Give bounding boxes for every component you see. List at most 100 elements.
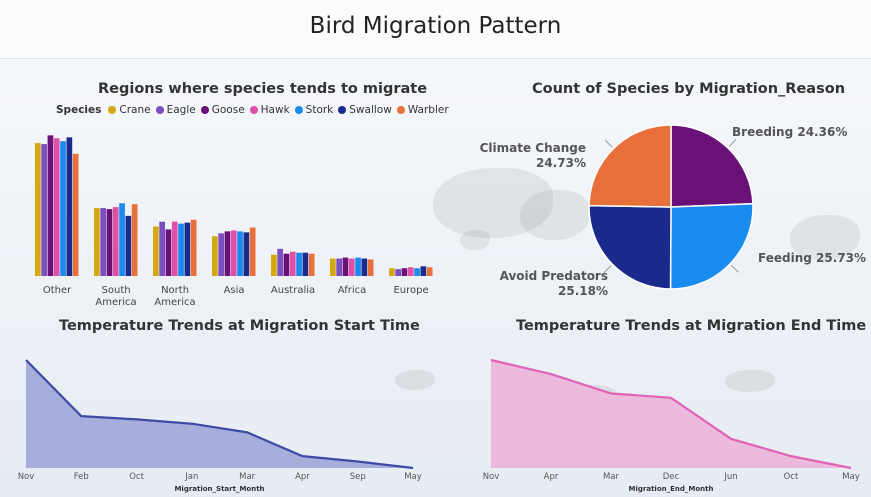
- bar-swallow-5[interactable]: [361, 258, 368, 276]
- bar-hawk-6[interactable]: [407, 267, 414, 276]
- bar-hawk-5[interactable]: [348, 258, 355, 276]
- bar-stork-6[interactable]: [414, 268, 420, 276]
- bar-goose-0[interactable]: [47, 135, 54, 276]
- legend-swatch: [294, 106, 303, 114]
- area-chart-end: Nov Apr Mar Dec Jun Oct May Migration_End_Month: [483, 358, 860, 493]
- bar-stork-1[interactable]: [119, 203, 125, 276]
- legend-swatch: [200, 106, 209, 114]
- pie-leader-line: [728, 138, 737, 147]
- bar-swallow-0[interactable]: [66, 137, 73, 276]
- bar-chart-legend: Species Crane Eagle Goose Hawk Stork Swallow W…: [56, 104, 449, 116]
- area-x-tick: Jan: [184, 472, 198, 482]
- bar-goose-1[interactable]: [106, 209, 113, 276]
- bar-stork-5[interactable]: [355, 257, 361, 276]
- bar-crane-4[interactable]: [271, 254, 277, 276]
- bar-eagle-5[interactable]: [336, 258, 342, 276]
- bar-hawk-0[interactable]: [53, 138, 60, 276]
- area-line[interactable]: [25, 359, 414, 470]
- legend-item-swallow[interactable]: Swallow: [338, 104, 392, 116]
- area-x-axis-title: Migration_Start_Month: [174, 485, 264, 493]
- bar-warbler-4[interactable]: [308, 253, 315, 276]
- bar-hawk-4[interactable]: [289, 251, 296, 276]
- legend-swatch: [249, 106, 258, 114]
- bar-crane-2[interactable]: [153, 226, 159, 276]
- bar-eagle-1[interactable]: [100, 208, 106, 276]
- legend-item-warbler[interactable]: Warbler: [396, 104, 449, 116]
- pie-label: Climate Change: [480, 141, 586, 155]
- dashboard-header: Bird Migration Pattern: [0, 0, 871, 59]
- bar-crane-1[interactable]: [94, 208, 100, 276]
- bar-eagle-2[interactable]: [159, 221, 165, 276]
- bar-swallow-1[interactable]: [125, 215, 132, 276]
- background-bird: [790, 215, 860, 260]
- bar-swallow-6[interactable]: [420, 266, 427, 276]
- bar-crane-6[interactable]: [389, 268, 395, 276]
- bar-eagle-4[interactable]: [277, 248, 283, 276]
- bar-hawk-3[interactable]: [230, 230, 237, 276]
- area-x-tick: May: [842, 472, 860, 482]
- area-x-tick: Dec: [663, 472, 680, 482]
- bar-goose-6[interactable]: [401, 268, 408, 276]
- bar-goose-2[interactable]: [165, 229, 172, 276]
- area-x-tick: Mar: [239, 472, 256, 482]
- area-x-tick: Oct: [784, 472, 799, 482]
- bar-swallow-4[interactable]: [302, 252, 309, 276]
- pie-chart-title: Count of Species by Migration_Reason: [532, 81, 846, 97]
- bar-stork-0[interactable]: [60, 141, 66, 276]
- legend-item-hawk[interactable]: Hawk: [249, 104, 290, 116]
- legend-label: Eagle: [166, 104, 196, 116]
- bar-category-label: America: [154, 297, 195, 305]
- pie-slice-avoid-predators[interactable]: [588, 204, 672, 290]
- legend-swatch: [338, 106, 347, 114]
- pie-leader-line: [731, 265, 739, 273]
- bar-category-label: America: [95, 297, 136, 305]
- bar-crane-0[interactable]: [35, 143, 41, 276]
- pie-slice-climate-change[interactable]: [588, 124, 672, 208]
- bar-eagle-6[interactable]: [395, 269, 401, 276]
- bar-warbler-3[interactable]: [249, 227, 256, 277]
- legend-item-goose[interactable]: Goose: [200, 104, 245, 116]
- area-x-tick: May: [404, 472, 422, 482]
- bar-hawk-2[interactable]: [171, 221, 178, 276]
- bar-crane-3[interactable]: [212, 236, 218, 276]
- bar-warbler-0[interactable]: [72, 153, 79, 276]
- bar-stork-4[interactable]: [296, 252, 302, 276]
- pie-slice-feeding[interactable]: [669, 202, 754, 290]
- bar-goose-4[interactable]: [283, 253, 290, 276]
- bar-eagle-0[interactable]: [41, 144, 47, 276]
- bar-category-label: Europe: [393, 285, 428, 296]
- bar-goose-3[interactable]: [224, 231, 231, 276]
- bar-warbler-2[interactable]: [190, 219, 197, 276]
- area-line[interactable]: [490, 358, 852, 470]
- legend-label: Crane: [119, 104, 151, 116]
- pie-leader-line: [603, 265, 612, 274]
- legend-item-crane[interactable]: Crane: [108, 104, 151, 116]
- bar-warbler-6[interactable]: [426, 267, 433, 276]
- area-x-tick: Oct: [129, 472, 144, 482]
- pie-slice-breeding[interactable]: [670, 124, 754, 208]
- bar-warbler-1[interactable]: [131, 204, 138, 276]
- bar-stork-2[interactable]: [178, 223, 184, 276]
- bar-category-label: Africa: [338, 285, 367, 296]
- bar-hawk-1[interactable]: [112, 207, 119, 276]
- pie-label: Avoid Predators: [500, 269, 608, 283]
- legend-item-eagle[interactable]: Eagle: [155, 104, 196, 116]
- area-x-axis-title: Migration_End_Month: [629, 485, 714, 493]
- pie-label: Feeding 25.73%: [758, 251, 866, 265]
- legend-swatch: [108, 106, 117, 114]
- area-chart-start: Nov Feb Oct Jan Mar Apr Sep May Migration_Start_…: [18, 359, 422, 493]
- legend-label: Hawk: [260, 104, 290, 116]
- legend-swatch: [155, 106, 164, 114]
- area-end-title: Temperature Trends at Migration End Time: [516, 318, 867, 334]
- bar-goose-5[interactable]: [342, 257, 349, 276]
- bar-swallow-2[interactable]: [184, 222, 191, 276]
- bar-warbler-5[interactable]: [367, 259, 374, 276]
- bar-category-label: North: [161, 285, 189, 296]
- bar-chart-title: Regions where species tends to migrate: [98, 81, 428, 97]
- bar-eagle-3[interactable]: [218, 233, 224, 276]
- bar-stork-3[interactable]: [237, 231, 243, 276]
- legend-item-stork[interactable]: Stork: [294, 104, 333, 116]
- bar-swallow-3[interactable]: [243, 232, 250, 276]
- bar-crane-5[interactable]: [330, 258, 336, 276]
